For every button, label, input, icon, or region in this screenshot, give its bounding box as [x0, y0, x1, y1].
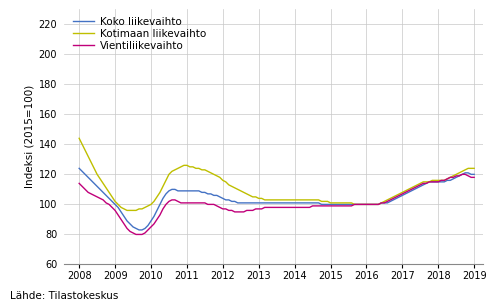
Koko liikevaihto [136, 228, 142, 232]
Kotimaan liikevaihto [76, 136, 82, 140]
Text: Lähde: Tilastokeskus: Lähde: Tilastokeskus [10, 291, 118, 301]
Vientiliikevaihto [459, 173, 465, 176]
Vientiliikevaihto [352, 202, 357, 206]
Kotimaan liikevaihto [103, 186, 109, 190]
Koko liikevaihto [352, 202, 357, 206]
Kotimaan liikevaihto [471, 167, 477, 170]
Line: Vientiliikevaihto: Vientiliikevaihto [79, 174, 474, 234]
Vientiliikevaihto [327, 204, 333, 208]
Kotimaan liikevaihto [459, 170, 465, 173]
Koko liikevaihto [459, 173, 465, 176]
Y-axis label: Indeksi (2015=100): Indeksi (2015=100) [24, 85, 35, 188]
Line: Koko liikevaihto: Koko liikevaihto [79, 168, 474, 230]
Koko liikevaihto [76, 167, 82, 170]
Vientiliikevaihto [340, 204, 346, 208]
Koko liikevaihto [327, 202, 333, 206]
Kotimaan liikevaihto [340, 201, 346, 205]
Koko liikevaihto [471, 173, 477, 176]
Kotimaan liikevaihto [327, 201, 333, 205]
Vientiliikevaihto [133, 233, 139, 236]
Koko liikevaihto [450, 177, 456, 181]
Koko liikevaihto [340, 202, 346, 206]
Line: Kotimaan liikevaihto: Kotimaan liikevaihto [79, 138, 474, 210]
Vientiliikevaihto [76, 181, 82, 185]
Vientiliikevaihto [103, 201, 109, 205]
Kotimaan liikevaihto [124, 209, 130, 212]
Vientiliikevaihto [462, 173, 468, 176]
Legend: Koko liikevaihto, Kotimaan liikevaihto, Vientiliikevaihto: Koko liikevaihto, Kotimaan liikevaihto, … [73, 17, 206, 51]
Vientiliikevaihto [450, 175, 456, 179]
Kotimaan liikevaihto [450, 174, 456, 178]
Koko liikevaihto [103, 194, 109, 197]
Kotimaan liikevaihto [352, 202, 357, 206]
Vientiliikevaihto [471, 175, 477, 179]
